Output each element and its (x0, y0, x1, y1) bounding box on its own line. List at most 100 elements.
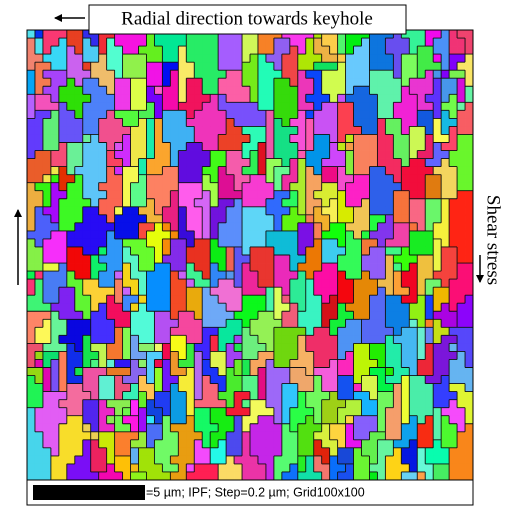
grain-cell (457, 102, 465, 110)
grain-cell (115, 118, 123, 126)
grain-cell (154, 167, 162, 175)
grain-cell (369, 54, 377, 62)
grain-cell (401, 231, 409, 239)
grain-cell (234, 159, 242, 167)
grain-cell (322, 223, 330, 231)
grain-cell (115, 311, 123, 319)
grain-cell (306, 319, 314, 327)
grain-cell (99, 448, 107, 456)
grain-cell (146, 191, 154, 199)
grain-cell (330, 271, 338, 279)
grain-cell (154, 400, 162, 408)
grain-cell (393, 327, 401, 335)
grain-cell (75, 351, 83, 359)
grain-cell (417, 30, 425, 38)
grain-cell (146, 46, 154, 54)
grain-cell (338, 118, 346, 126)
grain-cell (146, 239, 154, 247)
grain-cell (218, 464, 226, 472)
grain-cell (59, 335, 67, 343)
grain-cell (433, 408, 441, 416)
grain-cell (433, 416, 441, 424)
grain-cell (218, 110, 226, 118)
grain-cell (385, 464, 393, 472)
grain-cell (369, 279, 377, 287)
grain-cell (322, 215, 330, 223)
grain-cell (115, 400, 123, 408)
grain-cell (425, 343, 433, 351)
grain-cell (99, 247, 107, 255)
grain-cell (186, 400, 194, 408)
grain-cell (67, 167, 75, 175)
grain-cell (51, 255, 59, 263)
grain-cell (393, 343, 401, 351)
grain-cell (186, 159, 194, 167)
grain-cell (162, 54, 170, 62)
grain-cell (401, 255, 409, 263)
grain-cell (306, 151, 314, 159)
grain-cell (131, 400, 139, 408)
grain-cell (170, 440, 178, 448)
grain-cell (409, 343, 417, 351)
grain-cell (377, 327, 385, 335)
grain-cell (433, 263, 441, 271)
grain-cell (91, 287, 99, 295)
grain-cell (306, 38, 314, 46)
grain-cell (35, 464, 43, 472)
grain-cell (107, 263, 115, 271)
grain-cell (377, 472, 385, 480)
grain-cell (250, 279, 258, 287)
grain-cell (43, 368, 51, 376)
grain-cell (449, 62, 457, 70)
grain-cell (322, 207, 330, 215)
grain-cell (401, 295, 409, 303)
grain-cell (218, 199, 226, 207)
grain-cell (258, 384, 266, 392)
grain-cell (35, 295, 43, 303)
grain-cell (202, 279, 210, 287)
grain-cell (59, 440, 67, 448)
grain-cell (338, 151, 346, 159)
grain-cell (154, 247, 162, 255)
grain-cell (226, 368, 234, 376)
grain-cell (146, 351, 154, 359)
grain-cell (99, 392, 107, 400)
grain-cell (290, 94, 298, 102)
grain-cell (186, 456, 194, 464)
grain-cell (250, 408, 258, 416)
grain-cell (290, 384, 298, 392)
grain-cell (369, 400, 377, 408)
grain-cell (258, 78, 266, 86)
grain-cell (202, 448, 210, 456)
grain-cell (322, 440, 330, 448)
grain-cell (123, 384, 131, 392)
grain-cell (51, 424, 59, 432)
grain-cell (194, 62, 202, 70)
grain-cell (393, 62, 401, 70)
grain-cell (35, 223, 43, 231)
grain-cell (35, 303, 43, 311)
grain-cell (242, 335, 250, 343)
grain-cell (433, 199, 441, 207)
grain-cell (250, 464, 258, 472)
grain-cell (107, 94, 115, 102)
grain-cell (362, 191, 370, 199)
grain-cell (99, 62, 107, 70)
grain-cell (409, 271, 417, 279)
grain-cell (234, 207, 242, 215)
grain-cell (210, 255, 218, 263)
grain-cell (194, 167, 202, 175)
grain-cell (91, 343, 99, 351)
grain-cell (425, 440, 433, 448)
grain-cell (369, 223, 377, 231)
grain-cell (258, 167, 266, 175)
grain-cell (354, 94, 362, 102)
grain-cell (258, 110, 266, 118)
grain-cell (401, 448, 409, 456)
grain-cell (202, 303, 210, 311)
grain-cell (186, 46, 194, 54)
grain-cell (107, 54, 115, 62)
grain-cell (306, 440, 314, 448)
grain-cell (250, 94, 258, 102)
grain-cell (377, 279, 385, 287)
